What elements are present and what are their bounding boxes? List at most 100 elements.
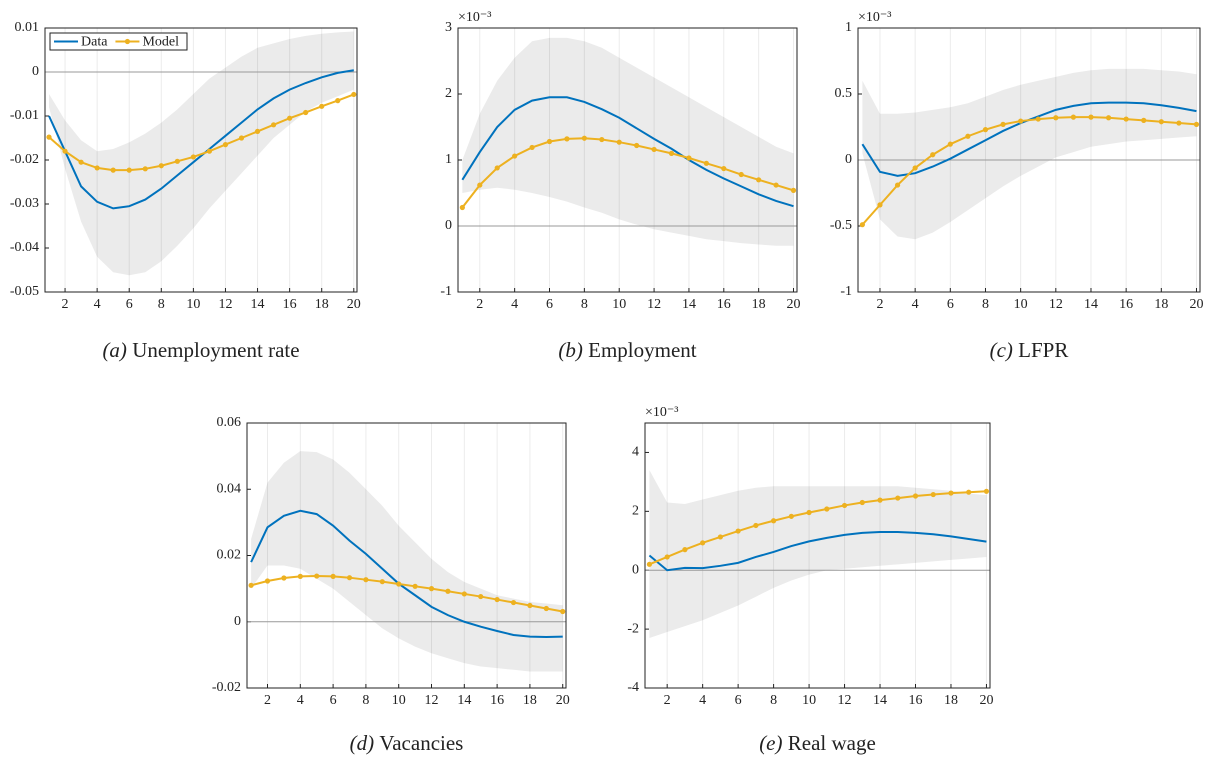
y-tick-label: -2 [627, 621, 639, 636]
plot-frame [644, 422, 991, 689]
marker [319, 103, 325, 109]
x-tick-label: 4 [912, 297, 919, 312]
y-tick-label: 0.02 [217, 548, 242, 563]
marker [110, 167, 116, 173]
y-tick-label: 2 [632, 504, 639, 519]
y-tick-label: 1 [445, 152, 452, 167]
marker [1141, 117, 1147, 123]
marker [270, 122, 277, 128]
y-tick-label: -0.04 [10, 240, 39, 255]
x-tick-label: 18 [523, 693, 537, 708]
x-tick-label: 14 [457, 693, 471, 708]
marker [363, 577, 369, 583]
y-tick-label: -0.02 [10, 152, 39, 167]
marker [1000, 121, 1006, 127]
y-tick-label: -0.02 [212, 680, 241, 695]
marker [947, 141, 953, 147]
caption-text: Unemployment rate [132, 338, 299, 362]
x-tick-label: 6 [546, 297, 553, 312]
marker [700, 540, 706, 546]
x-tick-label: 20 [787, 297, 801, 312]
marker [445, 588, 451, 594]
caption-text: Real wage [788, 731, 876, 755]
x-tick-label: 12 [218, 297, 232, 312]
x-tick-label: 18 [752, 297, 766, 312]
marker [527, 602, 533, 609]
marker [982, 127, 989, 133]
caption-text: Vacancies [379, 731, 463, 755]
marker [646, 561, 653, 567]
marker [806, 509, 812, 516]
marker [206, 148, 213, 154]
series-line [48, 93, 355, 172]
y-tick-label: 2 [445, 86, 452, 101]
marker [877, 497, 883, 503]
marker [894, 182, 901, 188]
plot-frame [857, 27, 1201, 293]
marker [560, 608, 566, 615]
marker [599, 136, 605, 143]
x-tick-label: 14 [1084, 297, 1098, 312]
marker [773, 182, 779, 188]
marker [721, 165, 727, 172]
marker [664, 554, 670, 560]
marker [1070, 114, 1076, 120]
series-line [861, 116, 1197, 226]
y-tick-label: 0 [32, 64, 39, 79]
caption: (d) Vacancies [350, 731, 464, 755]
marker [1123, 116, 1129, 122]
marker [346, 575, 353, 581]
marker [46, 134, 52, 140]
marker [668, 150, 675, 156]
marker [564, 136, 570, 142]
caption: (b) Employment [558, 338, 696, 362]
y-tick-label: 0.06 [217, 415, 242, 430]
marker [62, 148, 68, 154]
y-tick-label: 0 [445, 218, 452, 233]
marker [190, 154, 196, 160]
x-tick-label: 16 [717, 297, 731, 312]
legend-marker [124, 38, 131, 45]
marker [78, 159, 84, 165]
caption: (a) Unemployment rate [102, 338, 299, 362]
series-line [250, 575, 563, 613]
series-line [48, 69, 354, 210]
marker [297, 573, 303, 579]
marker [428, 586, 435, 592]
y-tick-label: 0.01 [15, 20, 40, 35]
x-tick-label: 10 [1014, 297, 1028, 312]
y-tick-label: 0 [845, 152, 852, 167]
y-tick-label: 4 [632, 445, 639, 460]
marker [1193, 121, 1200, 127]
y-tick-label: -0.5 [830, 218, 852, 233]
caption-tag: (d) [350, 731, 375, 755]
x-tick-label: 2 [264, 693, 271, 708]
marker [254, 128, 261, 134]
x-tick-label: 10 [392, 693, 406, 708]
x-tick-label: 16 [490, 693, 504, 708]
y-tick-label: 0.04 [217, 481, 242, 496]
x-tick-label: 16 [909, 693, 923, 708]
marker [314, 573, 320, 579]
marker [459, 204, 465, 211]
marker [1053, 115, 1059, 121]
x-tick-label: 18 [944, 693, 958, 708]
marker [1035, 116, 1041, 122]
y-tick-label: -0.01 [10, 108, 39, 123]
x-tick-label: 10 [802, 693, 816, 708]
x-tick-label: 2 [664, 693, 671, 708]
marker [895, 495, 901, 501]
marker [1176, 120, 1182, 126]
marker [930, 491, 936, 498]
marker [965, 133, 971, 139]
plot-frame [44, 27, 358, 293]
x-tick-label: 14 [682, 297, 696, 312]
plot-frame [457, 27, 798, 293]
marker [248, 582, 254, 588]
x-tick-label: 8 [362, 693, 369, 708]
marker [912, 493, 919, 499]
x-tick-label: 6 [735, 693, 742, 708]
x-tick-label: 8 [581, 297, 588, 312]
